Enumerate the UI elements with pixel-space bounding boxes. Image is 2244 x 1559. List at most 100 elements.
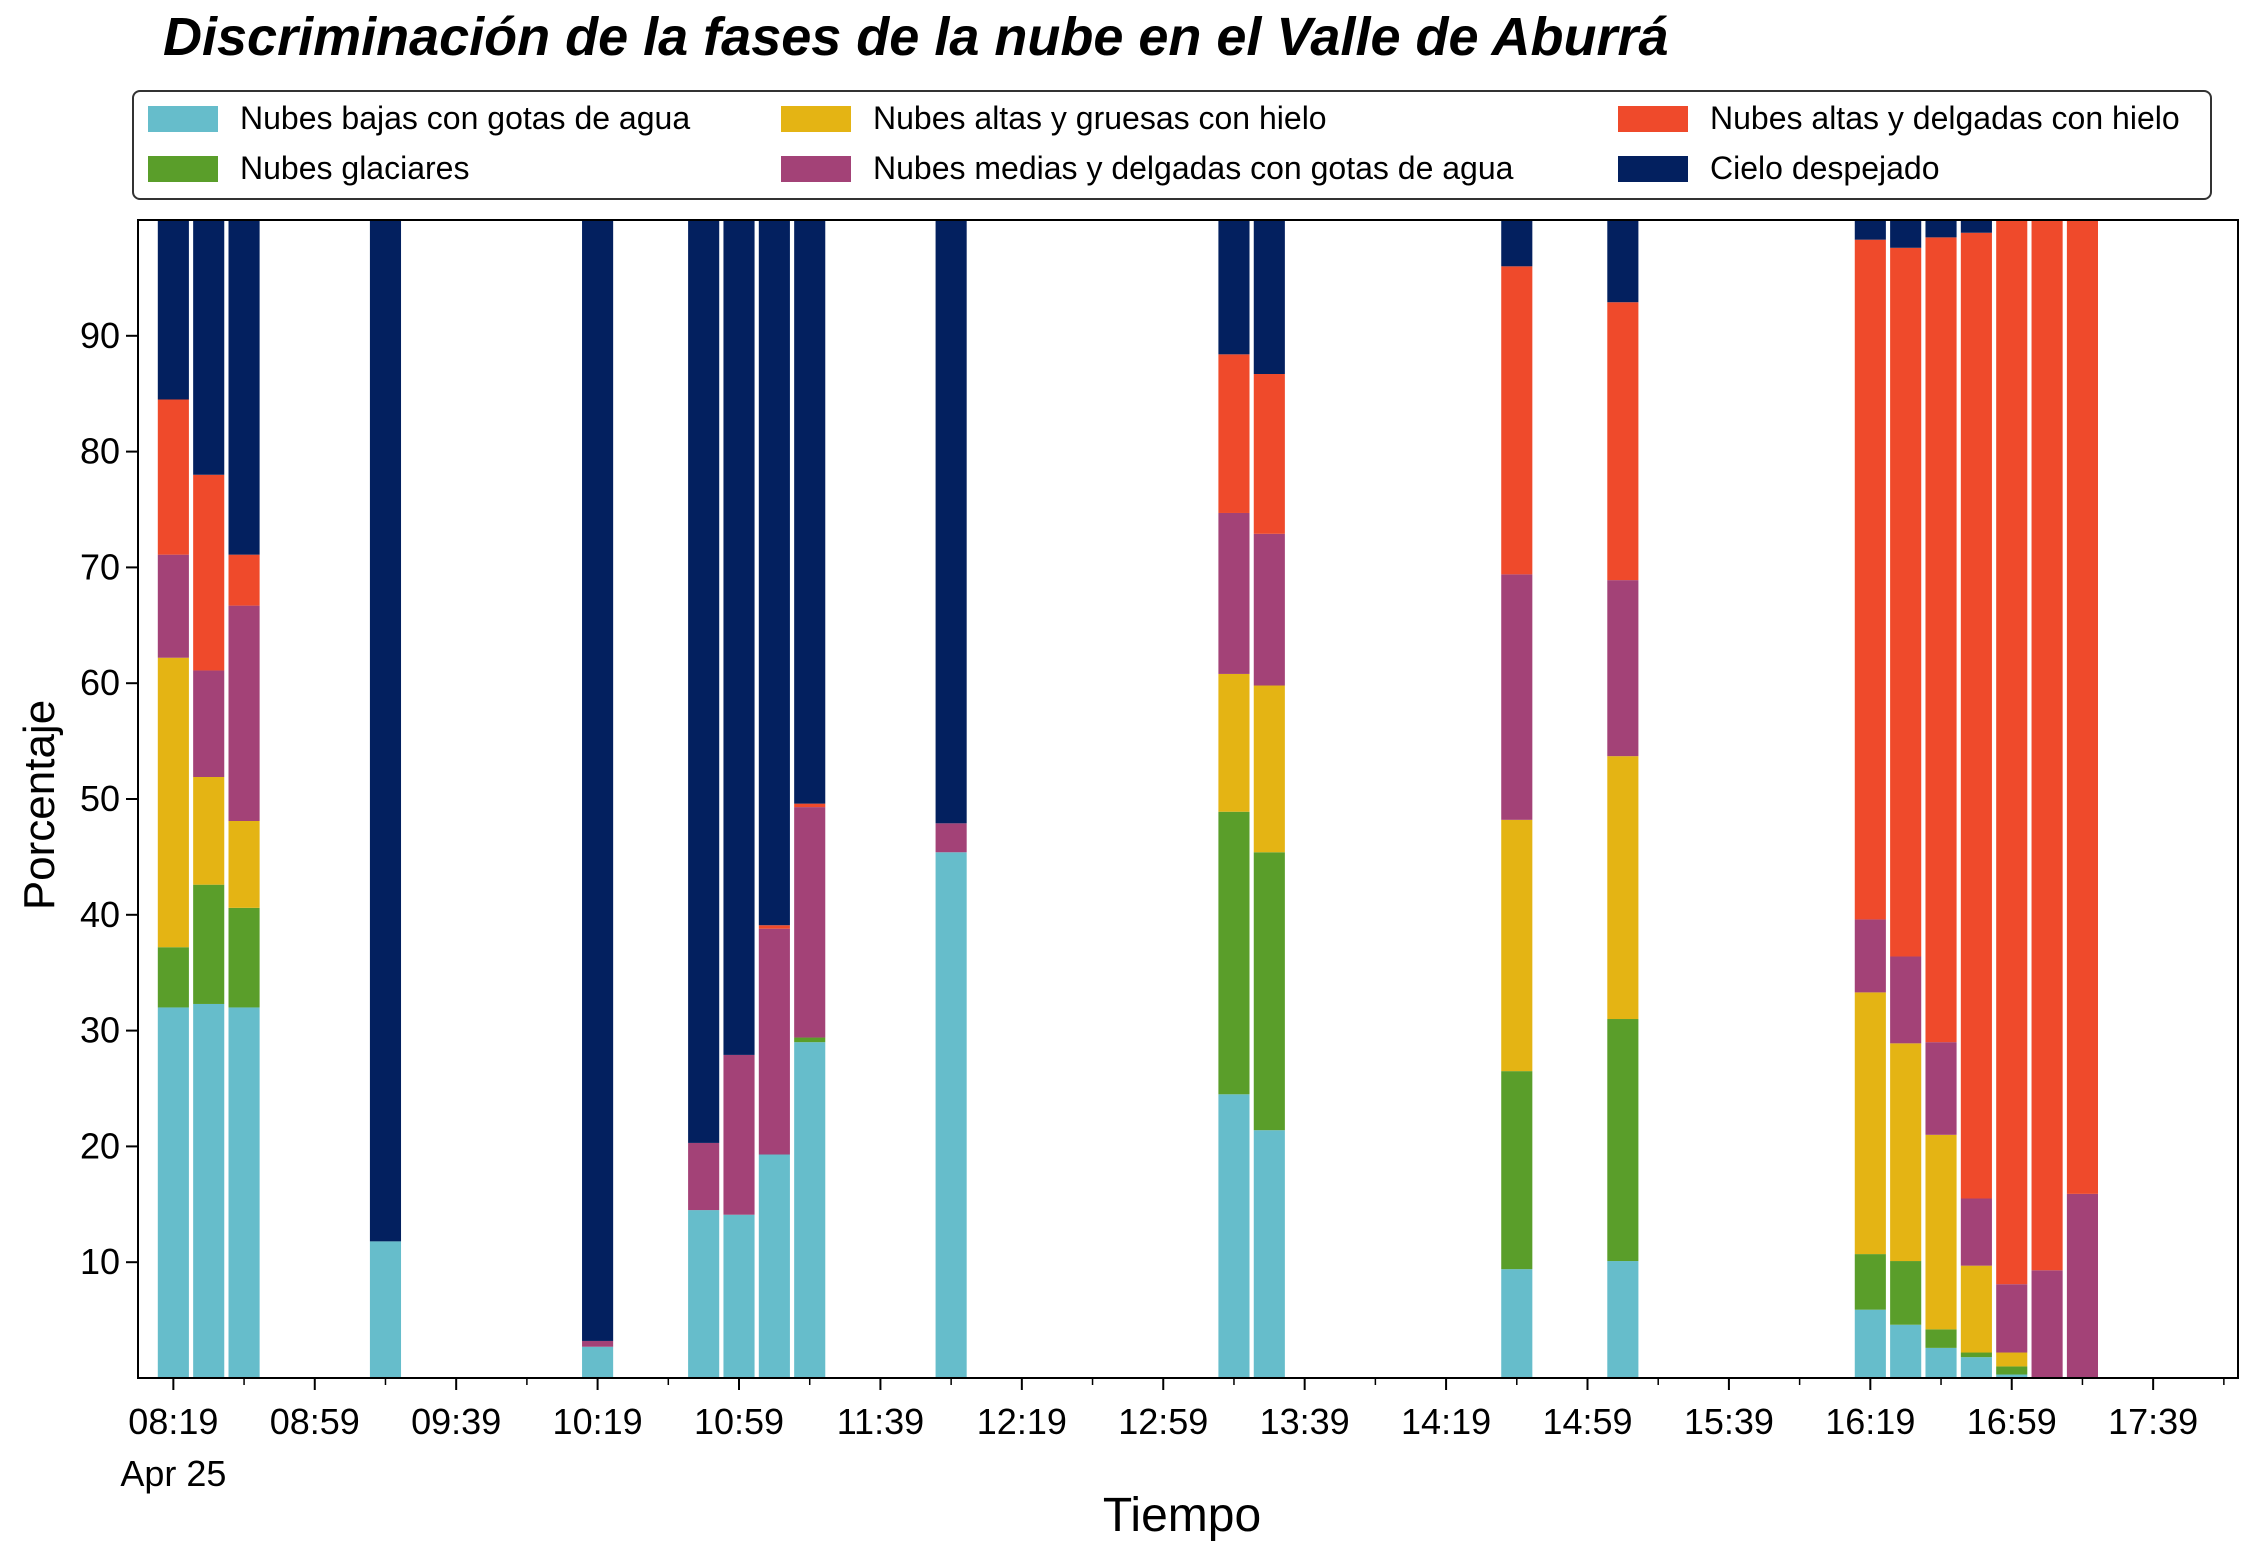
bar-segment-low-water xyxy=(1960,1357,1992,1378)
bar-segment-low-water xyxy=(228,1007,260,1378)
bar-segment-mid-thin-water xyxy=(2031,1270,2063,1378)
x-tick-label: 12:59 xyxy=(1118,1401,1208,1442)
bar-segment-clear-sky xyxy=(1854,220,1886,240)
bar-segment-low-water xyxy=(935,852,967,1378)
bar-segment-low-water xyxy=(1607,1261,1639,1378)
legend-label-high-thin-ice-clouds: Nubes altas y delgadas con hielo xyxy=(1710,100,2180,136)
bar-segment-high-thin-ice xyxy=(1854,239,1886,920)
legend-label-high-thick-ice-clouds: Nubes altas y gruesas con hielo xyxy=(873,100,1327,136)
y-tick-label: 20 xyxy=(80,1125,120,1166)
bar-segment-mid-thin-water xyxy=(1253,533,1285,686)
bar-segment-high-thin-ice xyxy=(758,925,790,929)
bar-segment-mid-thin-water xyxy=(1925,1042,1957,1135)
bar-segment-high-thick-ice xyxy=(228,821,260,908)
bar-segment-clear-sky xyxy=(228,220,260,555)
bar-segment-clear-sky xyxy=(193,220,225,475)
bar-segment-high-thick-ice xyxy=(157,657,189,948)
bar-segment-low-water xyxy=(1218,1094,1250,1378)
bar-segment-high-thin-ice xyxy=(1501,266,1533,575)
bar-segment-clear-sky xyxy=(1607,220,1639,303)
bar-segment-glacial xyxy=(1253,852,1285,1131)
bar-segment-glacial xyxy=(193,884,225,1004)
bar-segment-mid-thin-water xyxy=(1501,574,1533,820)
plot-frame xyxy=(137,219,2239,1379)
bar-segment-clear-sky xyxy=(157,220,189,400)
bar-segment-mid-thin-water xyxy=(935,823,967,853)
bar-segment-mid-thin-water xyxy=(1960,1198,1992,1266)
bar-segment-high-thin-ice xyxy=(1253,374,1285,534)
x-tick-label: 16:59 xyxy=(1967,1401,2057,1442)
bar-segment-high-thin-ice xyxy=(1996,220,2028,1285)
y-tick-label: 40 xyxy=(80,894,120,935)
bar-segment-mid-thin-water xyxy=(193,670,225,777)
y-tick-label: 60 xyxy=(80,662,120,703)
legend-swatch-clear-sky xyxy=(1618,155,1688,182)
bar-segment-glacial xyxy=(228,907,260,1008)
bar-segment-clear-sky xyxy=(1890,220,1922,248)
x-tick-label: 12:19 xyxy=(977,1401,1067,1442)
bar-segment-low-water xyxy=(1253,1130,1285,1378)
bar-segment-clear-sky xyxy=(688,220,720,1143)
bar-segment-clear-sky xyxy=(1925,220,1957,238)
bar-segment-low-water xyxy=(369,1241,402,1378)
x-tick-label: 08:59 xyxy=(270,1401,360,1442)
bar-segment-mid-thin-water xyxy=(228,605,260,822)
bar-segment-high-thick-ice xyxy=(1607,756,1639,1020)
bar-segment-high-thin-ice xyxy=(1960,232,1992,1199)
y-axis: 10 20 30 40 50 60 70 80 90 xyxy=(80,315,138,1282)
bar-segment-mid-thin-water xyxy=(723,1054,755,1215)
x-axis-label: Tiempo xyxy=(1102,1489,1262,1542)
bar-segment-low-water xyxy=(794,1042,826,1378)
bar-segment-low-water xyxy=(193,1003,225,1378)
x-date-label: Apr 25 xyxy=(120,1453,226,1494)
bar-segment-clear-sky xyxy=(1501,220,1533,267)
legend-item-high-thin-ice-clouds: Nubes altas y delgadas con hielo xyxy=(1618,100,2180,137)
bar-segment-high-thin-ice xyxy=(1925,237,1957,1043)
bar-segment-glacial xyxy=(1890,1261,1922,1325)
bar-segment-clear-sky xyxy=(1253,220,1285,375)
legend-swatch-low-water-clouds xyxy=(148,105,218,132)
bar-segment-clear-sky xyxy=(582,220,614,1341)
bar-segment-glacial xyxy=(1996,1366,2028,1375)
y-axis-label: Porcentaje xyxy=(15,699,64,911)
bar-segment-high-thick-ice xyxy=(1253,685,1285,853)
bar-segment-low-water xyxy=(688,1210,720,1378)
y-tick-label: 10 xyxy=(80,1241,120,1282)
y-tick-label: 70 xyxy=(80,546,120,587)
bar-segment-mid-thin-water xyxy=(582,1340,614,1347)
bar-segment-high-thick-ice xyxy=(1854,992,1886,1255)
legend-label-mid-thin-water-clouds: Nubes medias y delgadas con gotas de agu… xyxy=(873,150,1514,186)
chart-title: Discriminación de la fases de la nube en… xyxy=(163,7,1669,67)
bar-segment-low-water xyxy=(582,1346,614,1378)
legend-label-low-water-clouds: Nubes bajas con gotas de agua xyxy=(240,100,691,136)
bar-segment-high-thin-ice xyxy=(193,474,225,671)
bar-segment-glacial xyxy=(794,1037,826,1043)
bar-segment-clear-sky xyxy=(1218,220,1250,355)
bar-segment-low-water xyxy=(758,1154,790,1378)
bar-segment-high-thin-ice xyxy=(1218,354,1250,513)
bar-segment-glacial xyxy=(157,947,189,1008)
y-tick-label: 80 xyxy=(80,431,120,472)
bar-segment-glacial xyxy=(1854,1254,1886,1310)
bar-segment-mid-thin-water xyxy=(1996,1284,2028,1353)
bar-segment-clear-sky xyxy=(758,220,790,926)
bar-segment-high-thin-ice xyxy=(1890,247,1922,957)
bar-segment-mid-thin-water xyxy=(1218,512,1250,674)
bar-segment-mid-thin-water xyxy=(2066,1193,2098,1378)
y-tick-label: 50 xyxy=(80,778,120,819)
bar-segment-high-thick-ice xyxy=(1890,1043,1922,1262)
x-tick-label: 10:19 xyxy=(553,1401,643,1442)
legend-item-clear-sky: Cielo despejado xyxy=(1618,150,1940,187)
x-tick-label: 09:39 xyxy=(411,1401,501,1442)
x-tick-label: 11:39 xyxy=(837,1401,924,1442)
bar-segment-glacial xyxy=(1501,1071,1533,1270)
bar-segment-mid-thin-water xyxy=(1607,580,1639,757)
bar-segment-high-thick-ice xyxy=(193,776,225,885)
bar-segment-high-thin-ice xyxy=(794,803,826,808)
x-axis: 08:19 08:59 09:39 10:19 10:59 11:39 12:19 12:59… xyxy=(120,1378,2225,1494)
bar-segment-clear-sky xyxy=(1960,220,1992,233)
bar-segment-mid-thin-water xyxy=(758,928,790,1155)
legend-swatch-high-thin-ice-clouds xyxy=(1618,105,1688,132)
legend-item-low-water-clouds: Nubes bajas con gotas de agua xyxy=(148,100,690,137)
bar-segment-low-water xyxy=(1854,1309,1886,1378)
